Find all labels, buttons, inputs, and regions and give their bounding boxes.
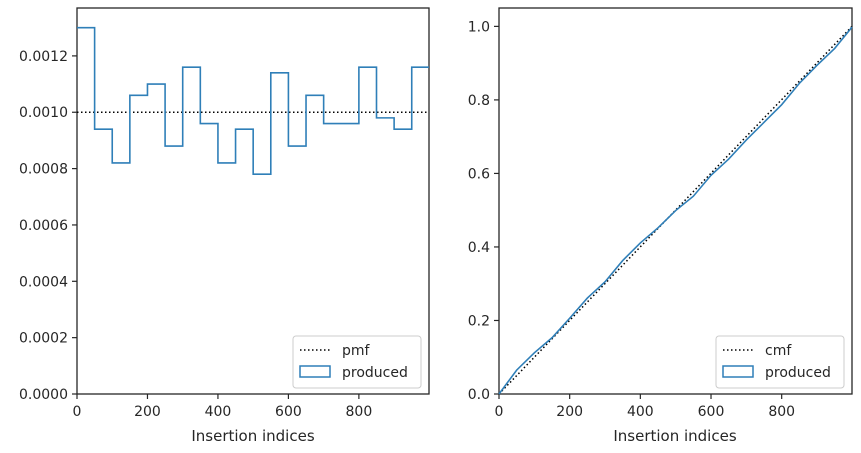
x-tick-label: 400 <box>627 404 654 420</box>
legend-produced-label: produced <box>342 365 408 381</box>
pmf-panel: 0 200 400 600 800 0.0000 0.0002 0.0004 0.0006 0.0… <box>19 7 430 445</box>
x-axis-label: Insertion indices <box>191 427 314 445</box>
series-produced-line <box>77 26 429 176</box>
x-tick-label: 600 <box>275 404 302 420</box>
x-tick-label: 0 <box>495 404 504 420</box>
tick-group: 0 200 400 600 800 0.0000 0.0002 0.0004 0.0006 0.0… <box>19 49 372 420</box>
plot-area-frame <box>498 7 853 395</box>
y-tick-label: 0.0000 <box>19 387 68 403</box>
y-tick-label: 0.0012 <box>19 49 68 65</box>
x-tick-label: 800 <box>346 404 373 420</box>
legend-produced-swatch <box>299 365 331 378</box>
legend-produced-swatch <box>722 365 754 378</box>
tick-group: 0 200 400 600 800 0.0 0.2 0.4 0.6 0.8 1.0 <box>468 19 795 420</box>
legend-box <box>292 335 422 389</box>
x-axis-label: Insertion indices <box>613 427 736 445</box>
y-tick-label: 0.0006 <box>19 218 68 234</box>
y-tick-label: 0.6 <box>468 166 490 182</box>
y-tick-label: 1.0 <box>468 19 490 35</box>
x-tick-label: 0 <box>73 404 82 420</box>
legend-cmf-label: cmf <box>765 343 792 359</box>
legend-produced-label: produced <box>765 365 831 381</box>
y-tick-label: 0.0002 <box>19 331 68 347</box>
y-tick-label: 0.0 <box>468 387 490 403</box>
x-tick-label: 400 <box>205 404 232 420</box>
legend-box <box>715 335 845 389</box>
x-tick-label: 200 <box>134 404 161 420</box>
legend-pmf-label: pmf <box>342 343 371 359</box>
x-tick-label: 800 <box>768 404 795 420</box>
legend: pmf produced <box>292 335 422 389</box>
series-produced-line <box>498 26 853 395</box>
series-group <box>498 25 853 395</box>
y-tick-label: 0.0004 <box>19 274 68 290</box>
series-group <box>77 26 429 176</box>
plot-area-frame <box>76 7 430 395</box>
cmf-panel: 0 200 400 600 800 0.0 0.2 0.4 0.6 0.8 1.0 Insertio… <box>468 7 853 445</box>
y-tick-label: 0.0010 <box>19 105 68 121</box>
series-cmf-reference-line <box>498 25 853 395</box>
legend: cmf produced <box>715 335 845 389</box>
x-tick-label: 600 <box>698 404 725 420</box>
x-tick-label: 200 <box>556 404 583 420</box>
y-tick-label: 0.4 <box>468 240 490 256</box>
y-tick-label: 0.8 <box>468 93 490 109</box>
y-tick-label: 0.2 <box>468 313 490 329</box>
y-tick-label: 0.0008 <box>19 162 68 178</box>
